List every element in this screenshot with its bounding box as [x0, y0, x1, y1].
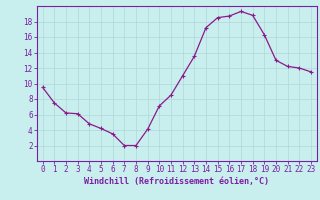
X-axis label: Windchill (Refroidissement éolien,°C): Windchill (Refroidissement éolien,°C) [84, 177, 269, 186]
